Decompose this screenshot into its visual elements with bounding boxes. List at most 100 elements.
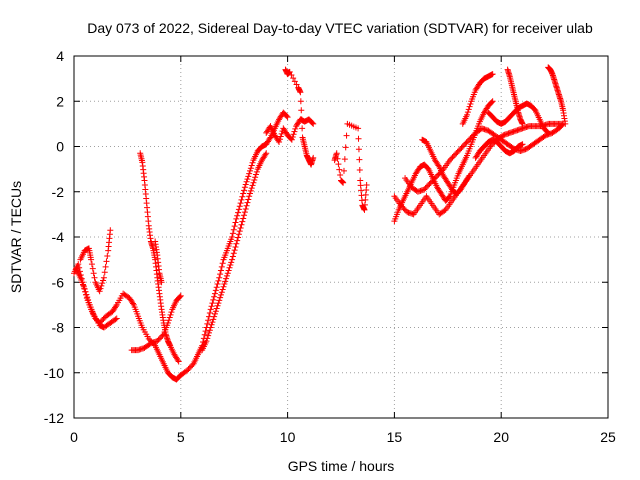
data-point-trace-c <box>91 274 98 281</box>
data-point-trace-g <box>218 289 225 296</box>
data-point-trace-a <box>266 135 273 142</box>
data-point-trace-m <box>470 132 477 139</box>
y-tick-label: 0 <box>56 139 64 155</box>
data-point-trace-m <box>455 147 462 154</box>
data-point-trace-a <box>206 310 213 317</box>
data-point-trace-a <box>245 173 252 180</box>
data-point-trace-g <box>252 171 259 178</box>
data-point-trace-a <box>240 190 247 197</box>
data-point-trace-o <box>464 111 471 118</box>
data-point-trace-j <box>335 161 342 168</box>
data-point-trace-g <box>243 202 250 209</box>
data-point-trace-a <box>210 296 217 303</box>
data-point-trace-e <box>165 317 172 324</box>
data-point-trace-m <box>446 157 453 164</box>
data-point-trace-a <box>239 193 246 200</box>
data-point-trace-g <box>263 150 270 157</box>
data-point-trace-a <box>231 223 238 230</box>
data-point-trace-g <box>214 302 221 309</box>
data-point-trace-m <box>422 185 429 192</box>
data-point-trace-g <box>229 253 236 260</box>
data-point-trace-a <box>207 306 214 313</box>
data-point-trace-c <box>88 256 95 263</box>
data-point-trace-g <box>247 190 254 197</box>
data-point-trace-a <box>249 159 256 166</box>
data-point-trace-g <box>234 237 241 244</box>
y-tick-label: -8 <box>52 320 65 336</box>
data-point-trace-m <box>454 148 461 155</box>
data-point-trace-c <box>102 263 109 270</box>
data-point-trace-m <box>453 150 460 157</box>
data-point-trace-a <box>185 366 192 373</box>
data-point-trace-a <box>235 206 242 213</box>
data-point-trace-a <box>246 170 253 177</box>
data-point-trace-l <box>487 143 494 150</box>
data-point-trace-c <box>100 274 107 281</box>
data-point-trace-a <box>248 162 255 169</box>
data-point-trace-m <box>425 182 432 189</box>
data-point-trace-g <box>225 267 232 274</box>
data-point-trace-a <box>283 113 290 120</box>
data-point-trace-i <box>310 154 317 161</box>
data-point-trace-i <box>297 89 304 96</box>
data-point-trace-m <box>427 179 434 186</box>
data-point-trace-a <box>235 209 242 216</box>
data-point-trace-i <box>299 125 306 132</box>
data-point-trace-g <box>205 332 212 339</box>
data-point-trace-o <box>465 106 472 113</box>
data-point-trace-e <box>158 334 165 341</box>
data-point-trace-g <box>221 281 228 288</box>
data-point-trace-i <box>286 68 293 75</box>
data-point-trace-a <box>112 303 119 310</box>
data-point-trace-a <box>217 267 224 274</box>
data-point-trace-b <box>81 286 88 293</box>
data-point-trace-g <box>248 185 255 192</box>
data-point-trace-o <box>466 103 473 110</box>
data-point-trace-a <box>241 184 248 191</box>
data-point-trace-j <box>355 125 362 132</box>
x-tick-label: 10 <box>280 429 296 445</box>
data-point-trace-c <box>99 280 106 287</box>
data-point-trace-a <box>201 331 208 338</box>
data-point-trace-e <box>156 335 163 342</box>
data-point-trace-d <box>174 357 181 364</box>
data-point-trace-g <box>220 283 227 290</box>
data-point-trace-j <box>340 167 347 174</box>
data-point-trace-h <box>276 136 283 143</box>
data-point-trace-a <box>241 187 248 194</box>
data-point-trace-o <box>467 100 474 107</box>
data-point-trace-g <box>217 294 224 301</box>
data-point-trace-g <box>226 264 233 271</box>
data-point-trace-a <box>213 284 220 291</box>
data-point-trace-g <box>245 196 252 203</box>
data-point-trace-g <box>209 319 216 326</box>
y-tick-label: 2 <box>56 93 64 109</box>
data-point-trace-g <box>262 151 269 158</box>
data-point-trace-d <box>175 358 182 365</box>
data-point-trace-p <box>544 129 551 136</box>
data-point-trace-a <box>202 328 209 335</box>
data-point-trace-m <box>428 178 435 185</box>
data-point-trace-i <box>288 72 295 79</box>
data-point-trace-j <box>334 155 341 162</box>
data-point-trace-a <box>184 367 191 374</box>
data-point-trace-a <box>188 363 195 370</box>
data-point-trace-a <box>247 165 254 172</box>
data-point-trace-i <box>291 78 298 85</box>
data-point-trace-a <box>99 317 106 324</box>
data-point-trace-b <box>85 296 92 303</box>
data-point-trace-g <box>247 187 254 194</box>
data-point-trace-m <box>423 183 430 190</box>
data-point-trace-m <box>448 155 455 162</box>
data-point-trace-a <box>129 300 136 307</box>
data-point-trace-m <box>449 154 456 161</box>
data-point-trace-m <box>432 174 439 181</box>
data-point-trace-a <box>238 196 245 203</box>
data-point-trace-l <box>441 207 448 214</box>
data-point-trace-m <box>464 138 471 145</box>
data-point-trace-c <box>98 282 105 289</box>
data-point-trace-j <box>356 156 363 163</box>
data-point-trace-g <box>240 215 247 222</box>
data-point-trace-g <box>235 234 242 241</box>
